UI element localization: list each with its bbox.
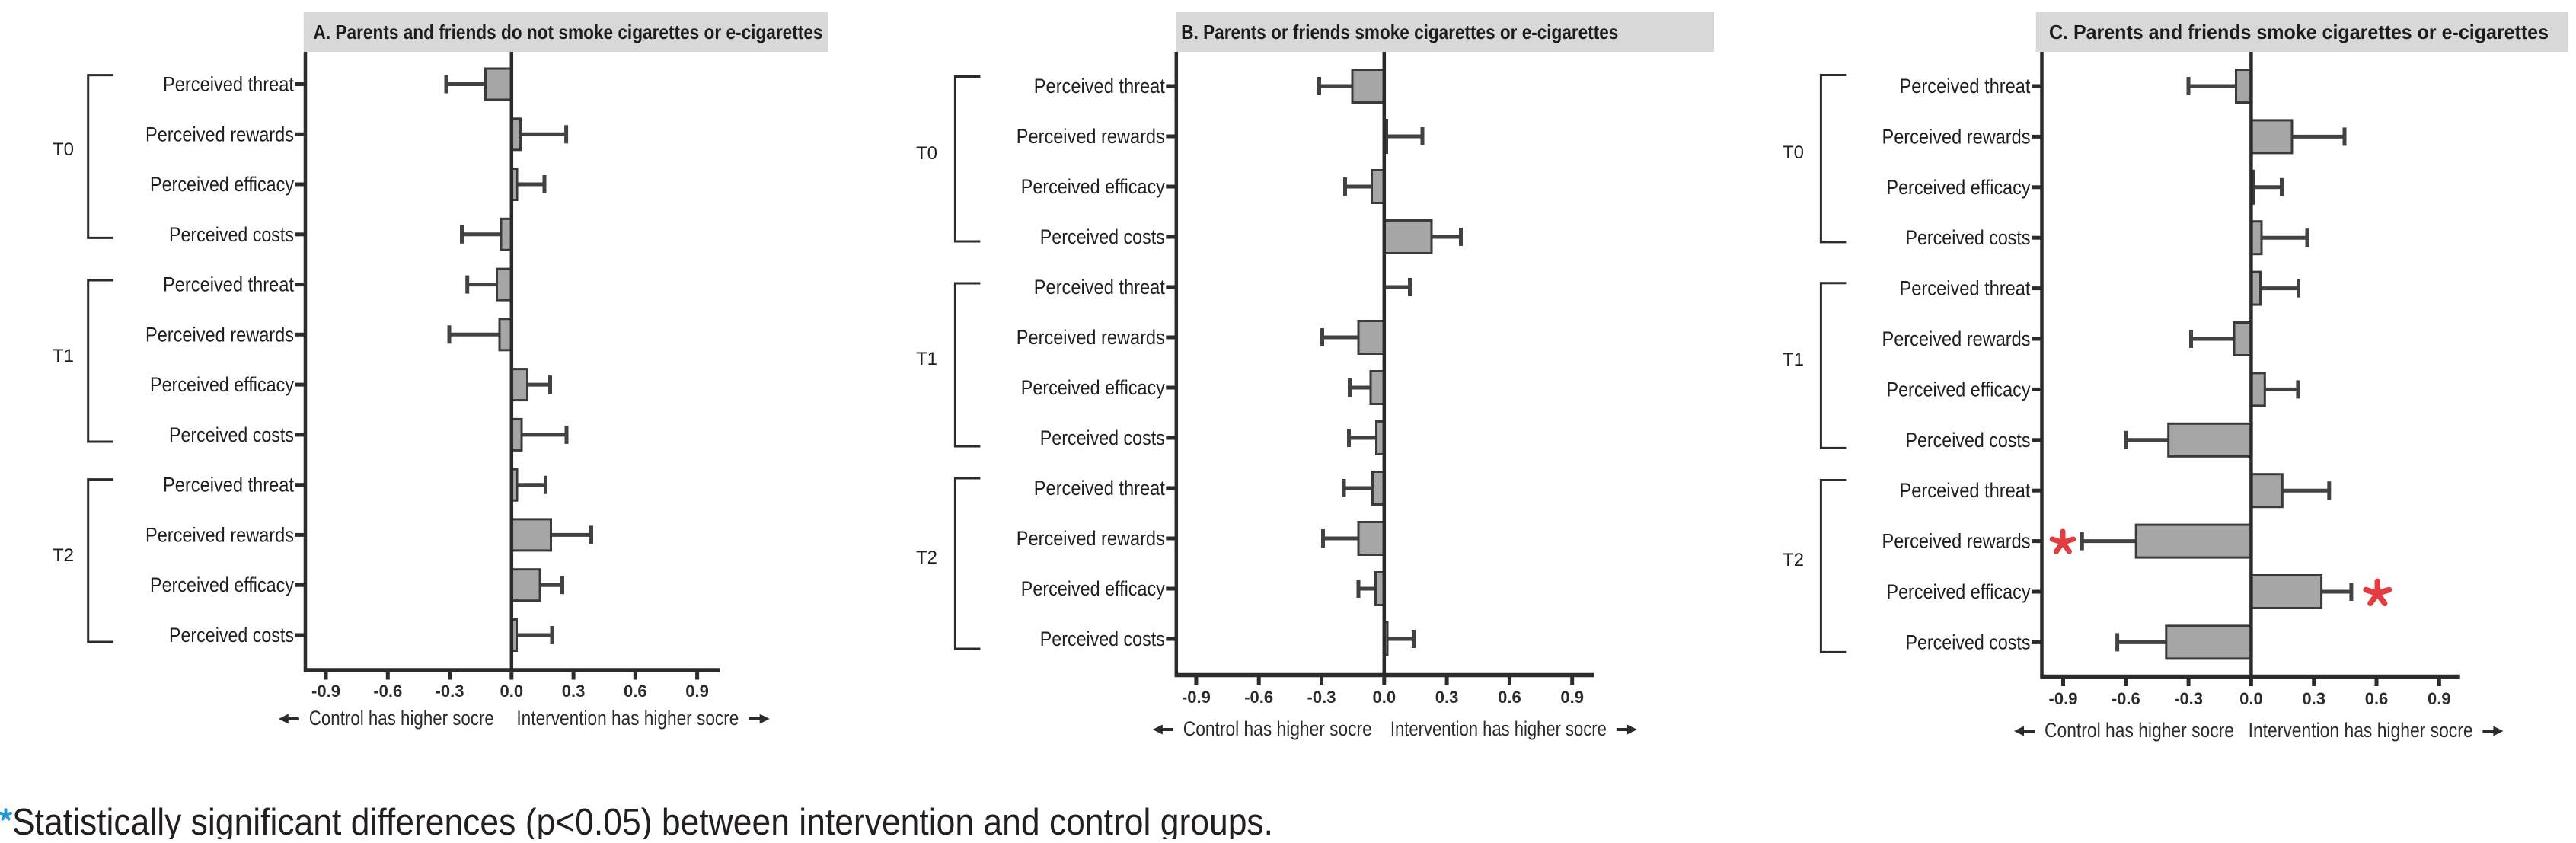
svg-text:T2: T2 — [916, 548, 937, 568]
svg-text:B. Parents or friends smoke ci: B. Parents or friends smoke cigarettes o… — [1181, 21, 1618, 43]
svg-text:Perceived rewards: Perceived rewards — [1882, 327, 2031, 350]
svg-text:Control has higher socre: Control has higher socre — [1183, 717, 1372, 740]
svg-text:Perceived costs: Perceived costs — [169, 223, 294, 246]
svg-text:Perceived threat: Perceived threat — [1034, 75, 1165, 97]
svg-text:Perceived costs: Perceived costs — [1906, 226, 2031, 249]
svg-text:Intervention has higher socre: Intervention has higher socre — [516, 707, 739, 730]
svg-text:A. Parents and friends do not: A. Parents and friends do not smoke ciga… — [314, 21, 823, 43]
svg-text:0.3: 0.3 — [562, 682, 586, 701]
svg-text:-0.9: -0.9 — [1182, 688, 1211, 707]
svg-text:0.0: 0.0 — [1373, 688, 1397, 707]
svg-text:Perceived rewards: Perceived rewards — [1017, 125, 1165, 148]
svg-text:Perceived efficacy: Perceived efficacy — [1021, 376, 1165, 399]
svg-text:T2: T2 — [53, 545, 74, 566]
svg-text:Perceived costs: Perceived costs — [1040, 426, 1165, 449]
svg-text:C. Parents and friends smoke c: C. Parents and friends smoke cigarettes … — [2049, 21, 2549, 43]
svg-text:Intervention has higher socre: Intervention has higher socre — [2249, 719, 2473, 742]
svg-text:Perceived efficacy: Perceived efficacy — [150, 573, 294, 596]
svg-text:Perceived efficacy: Perceived efficacy — [150, 373, 294, 396]
svg-text:Perceived threat: Perceived threat — [1900, 479, 2031, 502]
svg-text:Perceived rewards: Perceived rewards — [145, 323, 294, 346]
svg-text:Perceived costs: Perceived costs — [169, 624, 294, 647]
svg-text:Perceived costs: Perceived costs — [1906, 631, 2031, 653]
svg-text:-0.3: -0.3 — [436, 682, 464, 701]
svg-text:-0.6: -0.6 — [1244, 688, 1273, 707]
svg-text:0.6: 0.6 — [1498, 688, 1521, 707]
svg-text:Perceived efficacy: Perceived efficacy — [1887, 176, 2031, 199]
svg-text:Perceived rewards: Perceived rewards — [145, 123, 294, 145]
svg-text:0.9: 0.9 — [1560, 688, 1584, 707]
svg-text:Perceived rewards: Perceived rewards — [1017, 326, 1165, 349]
svg-text:Perceived efficacy: Perceived efficacy — [1887, 580, 2031, 603]
svg-text:Perceived efficacy: Perceived efficacy — [1021, 175, 1165, 198]
svg-text:Perceived threat: Perceived threat — [1900, 277, 2031, 300]
svg-text:T1: T1 — [53, 346, 74, 366]
svg-text:0.0: 0.0 — [500, 682, 524, 701]
svg-text:-0.6: -0.6 — [373, 682, 402, 701]
svg-text:Perceived rewards: Perceived rewards — [1882, 125, 2031, 148]
svg-text:0.0: 0.0 — [2239, 689, 2263, 708]
svg-text:0.3: 0.3 — [1435, 688, 1459, 707]
svg-text:Perceived rewards: Perceived rewards — [1882, 530, 2031, 553]
svg-text:0.9: 0.9 — [2428, 689, 2451, 708]
svg-text:Perceived costs: Perceived costs — [1040, 225, 1165, 248]
svg-text:-0.3: -0.3 — [2174, 689, 2203, 708]
svg-text:Perceived rewards: Perceived rewards — [145, 523, 294, 546]
svg-text:Control has higher socre: Control has higher socre — [2045, 719, 2234, 742]
svg-text:0.9: 0.9 — [685, 682, 709, 701]
svg-text:Perceived costs: Perceived costs — [1906, 429, 2031, 452]
svg-text:Perceived threat: Perceived threat — [1900, 75, 2031, 97]
svg-text:Perceived threat: Perceived threat — [163, 273, 294, 296]
svg-text:T0: T0 — [916, 143, 937, 164]
svg-text:-0.6: -0.6 — [2112, 689, 2140, 708]
svg-text:0.6: 0.6 — [624, 682, 647, 701]
svg-text:Perceived rewards: Perceived rewards — [1017, 527, 1165, 550]
svg-text:0.6: 0.6 — [2365, 689, 2389, 708]
svg-text:T0: T0 — [53, 139, 74, 160]
svg-text:-0.9: -0.9 — [2049, 689, 2078, 708]
svg-text:Control has higher socre: Control has higher socre — [309, 707, 494, 730]
svg-text:Perceived threat: Perceived threat — [1034, 276, 1165, 299]
svg-text:Perceived efficacy: Perceived efficacy — [150, 173, 294, 196]
svg-text:Perceived costs: Perceived costs — [1040, 627, 1165, 650]
svg-text:T2: T2 — [1783, 550, 1804, 570]
svg-text:Perceived costs: Perceived costs — [169, 423, 294, 446]
svg-text:Perceived threat: Perceived threat — [163, 474, 294, 497]
svg-text:Perceived efficacy: Perceived efficacy — [1887, 378, 2031, 401]
svg-text:Perceived efficacy: Perceived efficacy — [1021, 577, 1165, 600]
svg-text:Perceived threat: Perceived threat — [163, 73, 294, 96]
svg-text:Perceived threat: Perceived threat — [1034, 477, 1165, 500]
svg-text:Statistically significant diff: Statistically significant differences (p… — [12, 802, 1273, 839]
svg-text:T0: T0 — [1783, 142, 1804, 163]
svg-text:Intervention has higher socre: Intervention has higher socre — [1390, 717, 1607, 740]
svg-text:T1: T1 — [916, 349, 937, 369]
svg-text:T1: T1 — [1783, 350, 1804, 370]
svg-text:0.3: 0.3 — [2302, 689, 2325, 708]
svg-text:-0.3: -0.3 — [1307, 688, 1336, 707]
svg-text:-0.9: -0.9 — [311, 682, 340, 701]
